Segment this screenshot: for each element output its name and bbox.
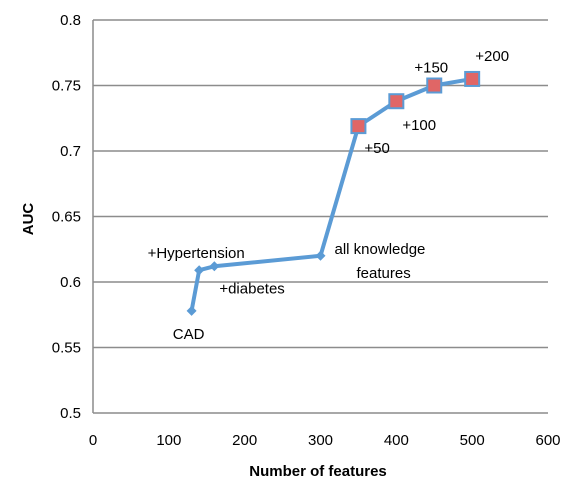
x-tick-label: 100 bbox=[156, 432, 181, 449]
point-label: +Hypertension bbox=[148, 245, 245, 262]
x-tick-label: 300 bbox=[308, 432, 333, 449]
gridlines bbox=[93, 19, 548, 414]
point-label: +200 bbox=[475, 48, 509, 65]
y-tick-label: 0.7 bbox=[60, 143, 81, 160]
y-tick-label: 0.55 bbox=[52, 340, 81, 357]
point-label: +150 bbox=[414, 60, 448, 77]
x-tick-label: 400 bbox=[384, 432, 409, 449]
y-tick-label: 0.65 bbox=[52, 209, 81, 226]
point-labels: CAD +Hypertension +diabetes all knowledge fe… bbox=[148, 48, 509, 343]
x-tick-label: 600 bbox=[535, 432, 560, 449]
point-label: +100 bbox=[402, 117, 436, 134]
data-point-diamond bbox=[186, 305, 197, 316]
point-label: +50 bbox=[364, 140, 389, 157]
y-tick-label: 0.6 bbox=[60, 274, 81, 291]
x-tick-labels: 0 100 200 300 400 500 600 bbox=[89, 432, 561, 449]
y-tick-label: 0.5 bbox=[60, 405, 81, 422]
point-label: +diabetes bbox=[219, 280, 284, 297]
x-tick-label: 200 bbox=[232, 432, 257, 449]
point-label: all knowledge features bbox=[335, 241, 426, 282]
data-point-square bbox=[464, 70, 481, 87]
data-point-diamond bbox=[194, 265, 205, 276]
y-axis-title: AUC bbox=[20, 203, 37, 236]
data-point-square bbox=[388, 93, 405, 110]
x-axis-title: Number of features bbox=[249, 463, 387, 480]
point-label: CAD bbox=[173, 326, 205, 343]
x-tick-label: 500 bbox=[460, 432, 485, 449]
data-point-square bbox=[350, 118, 367, 135]
series bbox=[186, 70, 481, 316]
data-point-diamond bbox=[315, 250, 326, 261]
data-point-diamond bbox=[209, 261, 220, 272]
x-tick-label: 0 bbox=[89, 432, 97, 449]
y-tick-labels: 0.5 0.55 0.6 0.65 0.7 0.75 0.8 bbox=[52, 12, 81, 422]
y-tick-label: 0.8 bbox=[60, 12, 81, 29]
data-point-square bbox=[426, 77, 443, 94]
y-tick-label: 0.75 bbox=[52, 78, 81, 95]
series-line bbox=[189, 76, 473, 312]
